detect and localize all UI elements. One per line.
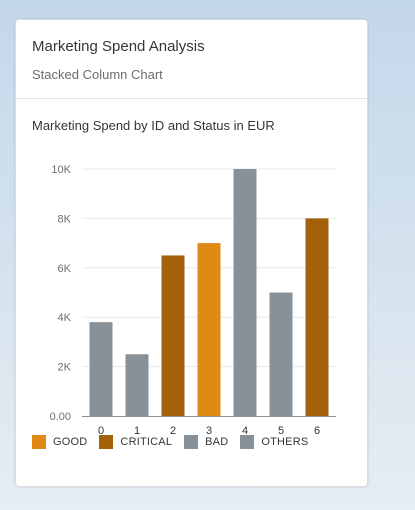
x-tick-label: 5 <box>278 425 284 437</box>
legend-label: CRITICAL <box>120 436 173 448</box>
legend-swatch <box>99 435 114 449</box>
chart-bar[interactable] <box>269 292 293 417</box>
legend-label: BAD <box>205 436 229 448</box>
card-subtitle: Stacked Column Chart <box>32 67 163 82</box>
chart-bar[interactable] <box>89 322 113 416</box>
legend-label: OTHERS <box>261 436 309 448</box>
chart-bar[interactable] <box>305 218 329 416</box>
legend-label: GOOD <box>53 436 88 448</box>
chart-title: Marketing Spend by ID and Status in EUR <box>32 118 275 133</box>
chart-bar[interactable] <box>161 255 185 416</box>
card-header[interactable]: Marketing Spend Analysis Stacked Column … <box>16 20 367 99</box>
legend-item[interactable]: GOOD <box>32 435 87 449</box>
x-tick-label: 3 <box>206 425 212 437</box>
x-tick-label: 6 <box>314 425 320 437</box>
legend-swatch <box>32 435 46 449</box>
legend-item[interactable]: BAD <box>184 435 228 449</box>
y-tick-label: 10K <box>51 164 71 176</box>
y-tick-label: 8K <box>58 213 72 225</box>
legend-swatch <box>184 435 199 449</box>
legend-item[interactable]: CRITICAL <box>99 435 172 449</box>
legend-item[interactable]: OTHERS <box>240 435 308 449</box>
card-title: Marketing Spend Analysis <box>32 38 205 55</box>
x-tick-label: 0 <box>98 425 104 437</box>
y-tick-label: 6K <box>58 263 72 275</box>
chart-bar[interactable] <box>125 354 149 416</box>
x-tick-label: 2 <box>170 425 176 437</box>
y-tick-label: 0.00 <box>50 411 71 423</box>
x-tick-label: 1 <box>134 425 140 437</box>
x-tick-label: 4 <box>242 425 248 437</box>
chart-bar[interactable] <box>233 169 257 416</box>
legend-swatch <box>240 435 255 449</box>
chart-legend: GOOD CRITICAL BAD OTHERS <box>32 433 320 451</box>
y-tick-label: 4K <box>58 312 72 324</box>
y-tick-label: 2K <box>58 362 72 374</box>
chart-bar[interactable] <box>197 243 221 416</box>
